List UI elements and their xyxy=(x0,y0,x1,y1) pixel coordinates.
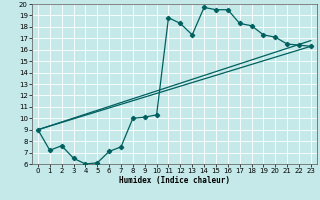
X-axis label: Humidex (Indice chaleur): Humidex (Indice chaleur) xyxy=(119,176,230,185)
